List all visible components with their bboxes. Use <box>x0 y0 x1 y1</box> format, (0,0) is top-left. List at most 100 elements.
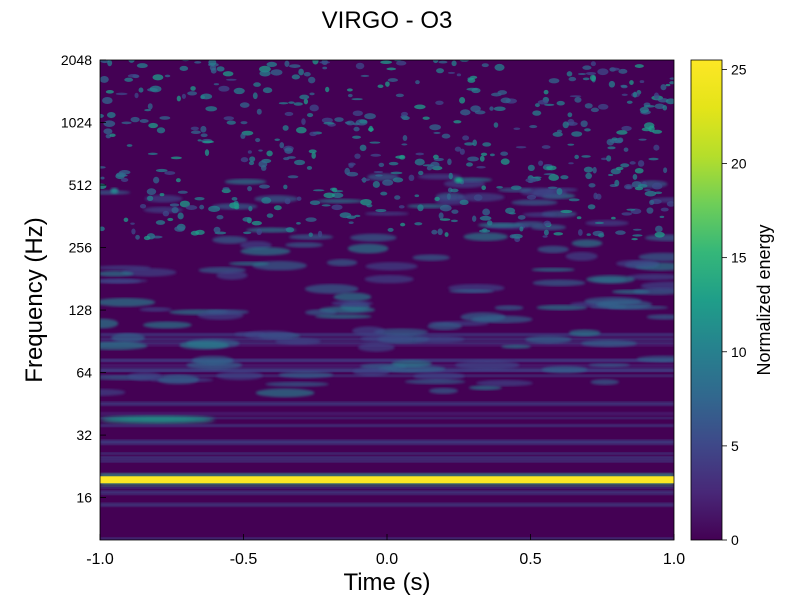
noise-blob <box>216 371 264 381</box>
energy-spot <box>110 187 119 194</box>
noise-speckle <box>437 228 443 236</box>
noise-speckle <box>538 160 544 166</box>
noise-speckle <box>375 208 387 213</box>
noise-speckle <box>360 198 372 206</box>
noise-speckle <box>482 228 488 233</box>
noise-speckle <box>282 125 289 131</box>
noise-speckle <box>100 166 106 169</box>
noise-speckle <box>387 227 394 232</box>
colorbar <box>690 59 723 541</box>
noise-speckle <box>496 185 503 189</box>
colorbar-tick-label: 25 <box>731 61 747 77</box>
noise-speckle <box>632 91 638 98</box>
noise-speckle <box>124 77 134 82</box>
noise-speckle <box>592 166 597 174</box>
noise-speckle <box>390 171 403 175</box>
noise-speckle <box>548 174 560 181</box>
noise-speckle <box>380 191 388 196</box>
noise-speckle <box>396 60 407 66</box>
noise-speckle <box>663 167 668 174</box>
noise-speckle <box>225 78 237 81</box>
noise-speckle <box>621 212 633 216</box>
noise-speckle <box>233 87 245 95</box>
noise-blob <box>316 198 364 204</box>
noise-speckle <box>644 188 651 192</box>
noise-speckle <box>190 126 199 131</box>
noise-speckle <box>395 93 404 98</box>
noise-speckle <box>130 116 140 123</box>
noise-speckle <box>653 92 660 100</box>
noise-speckle <box>378 162 385 168</box>
noise-speckle <box>298 68 304 76</box>
noise-speckle <box>127 74 139 78</box>
noise-speckle <box>359 144 367 152</box>
noise-speckle <box>571 131 583 137</box>
noise-speckle <box>414 222 423 226</box>
noise-speckle <box>296 221 301 225</box>
noise-speckle <box>634 64 644 68</box>
noise-speckle <box>331 192 344 198</box>
noise-speckle <box>239 102 250 108</box>
noise-speckle <box>295 126 307 134</box>
noise-blob <box>139 307 172 312</box>
noise-speckle <box>162 210 170 217</box>
noise-speckle <box>654 103 665 109</box>
noise-speckle <box>493 122 499 128</box>
noise-speckle <box>352 135 362 139</box>
noise-speckle <box>312 189 325 192</box>
noise-blob <box>212 235 248 244</box>
noise-speckle <box>248 161 255 166</box>
noise-speckle <box>306 112 314 118</box>
noise-speckle <box>100 76 109 83</box>
noise-speckle <box>103 120 116 127</box>
noise-speckle <box>159 116 171 120</box>
noise-speckle <box>567 143 575 146</box>
noise-speckle <box>380 60 393 65</box>
noise-speckle <box>103 128 113 135</box>
noise-speckle <box>527 164 535 172</box>
noise-speckle <box>248 205 253 212</box>
noise-speckle <box>441 133 451 139</box>
noise-speckle <box>548 78 560 84</box>
noise-speckle <box>546 165 557 171</box>
noise-speckle <box>185 205 198 210</box>
noise-speckle <box>216 66 225 72</box>
noise-speckle <box>567 112 573 118</box>
noise-speckle <box>311 152 316 159</box>
noise-speckle <box>213 226 221 233</box>
noise-speckle <box>509 212 516 215</box>
noise-speckle <box>467 156 479 162</box>
noise-speckle <box>130 222 135 225</box>
noise-blob <box>100 270 134 277</box>
noise-stripe <box>100 490 674 493</box>
noise-blob <box>541 365 588 374</box>
noise-speckle <box>352 110 363 117</box>
noise-speckle <box>415 80 420 85</box>
spectrogram-plot <box>100 60 674 540</box>
noise-speckle <box>662 105 668 111</box>
noise-speckle <box>240 133 246 139</box>
noise-speckle <box>634 186 644 191</box>
noise-blob <box>588 363 631 368</box>
noise-blob <box>471 315 533 324</box>
noise-speckle <box>260 165 267 171</box>
y-tick-label: 256 <box>69 240 93 256</box>
y-tick-label: 128 <box>69 302 93 318</box>
noise-blob <box>463 232 508 241</box>
noise-speckle <box>456 73 462 77</box>
noise-speckle <box>568 162 574 165</box>
noise-blob <box>360 334 414 343</box>
noise-speckle <box>459 60 470 62</box>
noise-speckle <box>597 233 605 238</box>
noise-blob <box>364 274 414 284</box>
noise-speckle <box>284 111 294 116</box>
noise-speckle <box>482 142 492 147</box>
noise-blob <box>157 374 200 385</box>
noise-speckle <box>450 219 458 223</box>
noise-speckle <box>321 204 331 207</box>
x-axis-label: Time (s) <box>343 569 430 596</box>
noise-speckle <box>529 125 538 129</box>
noise-speckle <box>660 84 667 91</box>
noise-speckle <box>222 187 230 190</box>
noise-speckle <box>273 205 282 211</box>
